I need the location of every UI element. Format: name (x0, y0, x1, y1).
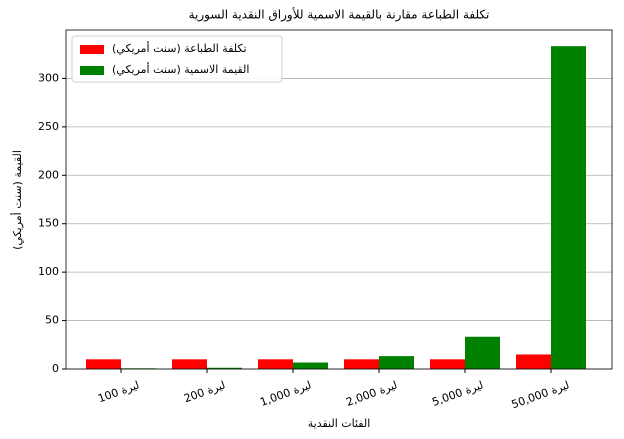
y-tick-label: 200 (38, 168, 59, 181)
bar (465, 336, 500, 369)
bar (86, 359, 121, 369)
x-tick-label: 2,000 ليرة (344, 378, 399, 409)
y-tick-label: 50 (45, 314, 59, 327)
legend-label: القيمة الاسمية (سنت أمريكي) (112, 62, 249, 76)
bar (551, 46, 586, 370)
legend-box (71, 35, 283, 83)
y-tick-label: 300 (38, 71, 59, 84)
y-tick-label: 100 (38, 265, 59, 278)
bar (207, 367, 242, 369)
bar (379, 356, 414, 369)
x-tick-label: 5,000 ليرة (430, 378, 485, 409)
bar (293, 362, 328, 369)
legend-swatch (80, 45, 104, 54)
bar (344, 359, 379, 369)
bar (258, 359, 293, 369)
bar (172, 359, 207, 369)
y-axis-label: القيمة (سنت أمريكي) (10, 150, 24, 250)
chart-title: تكلفة الطباعة مقارنة بالقيمة الاسمية للأ… (189, 7, 490, 23)
y-tick-label: 250 (38, 120, 59, 133)
y-tick-label: 0 (52, 362, 59, 375)
bar (516, 354, 551, 369)
x-axis-label: الفئات النقدية (308, 417, 371, 430)
plot-frame (65, 29, 613, 370)
x-tick-label: 1,000 ليرة (258, 378, 313, 409)
bar (430, 359, 465, 369)
x-tick-label: 100 ليرة (96, 378, 141, 405)
x-tick-label: 50,000 ليرة (510, 378, 571, 411)
legend-swatch (80, 66, 104, 75)
legend-label: تكلفة الطباعة (سنت أمريكي) (112, 41, 247, 55)
x-tick-label: 200 ليرة (182, 378, 227, 405)
y-tick-label: 150 (38, 217, 59, 230)
